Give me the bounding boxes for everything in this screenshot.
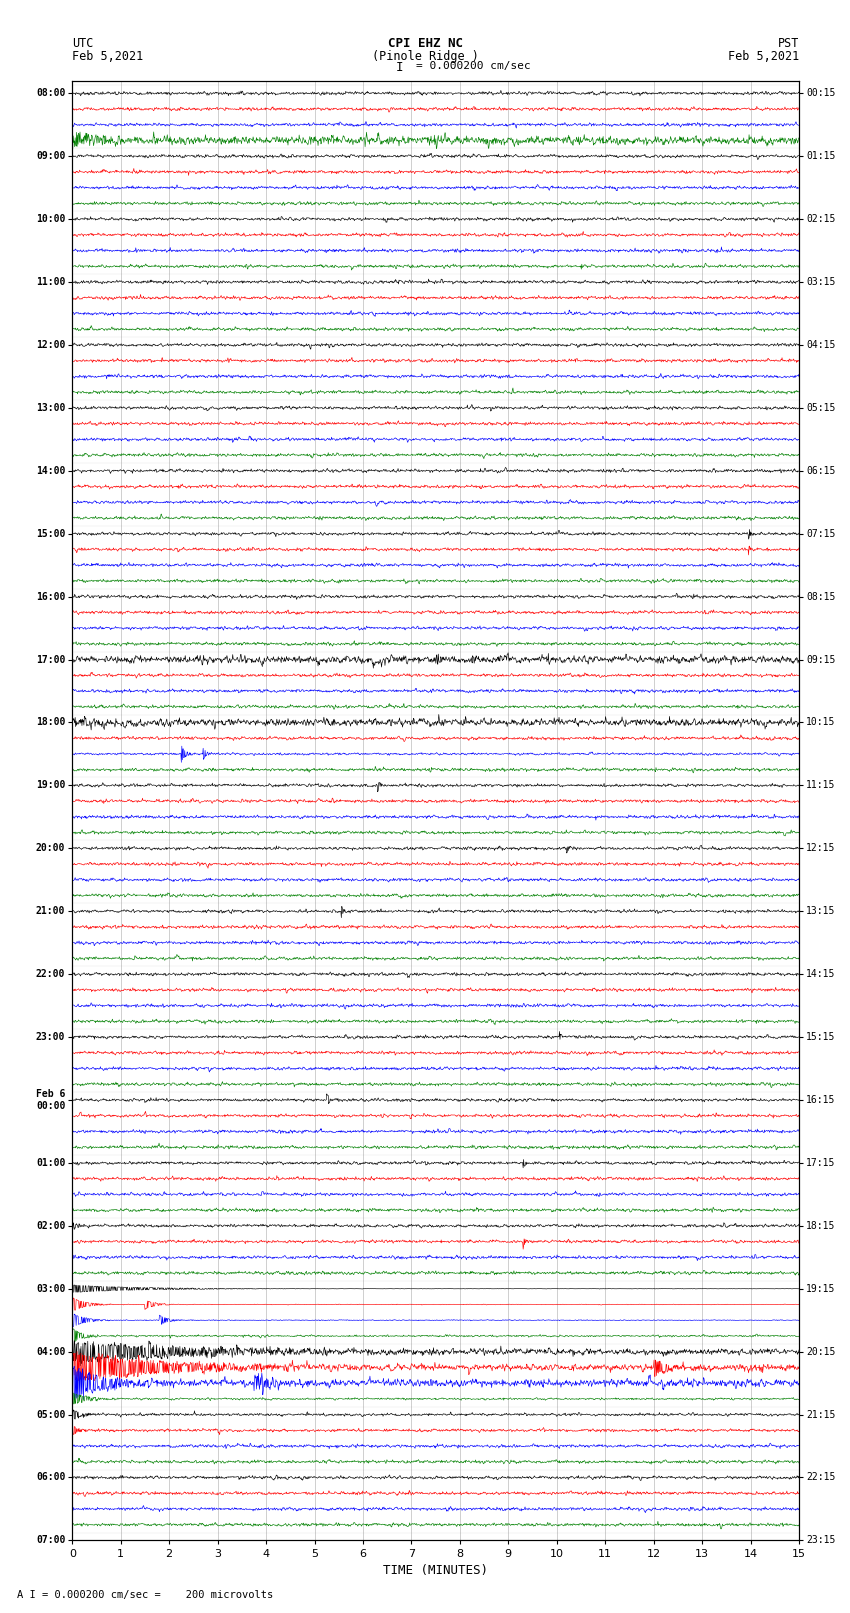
Text: (Pinole Ridge ): (Pinole Ridge ) bbox=[371, 50, 479, 63]
Text: A I = 0.000200 cm/sec =    200 microvolts: A I = 0.000200 cm/sec = 200 microvolts bbox=[17, 1590, 273, 1600]
X-axis label: TIME (MINUTES): TIME (MINUTES) bbox=[383, 1563, 488, 1576]
Text: Feb 5,2021: Feb 5,2021 bbox=[728, 50, 799, 63]
Text: I: I bbox=[396, 61, 403, 74]
Text: PST: PST bbox=[778, 37, 799, 50]
Text: Feb 5,2021: Feb 5,2021 bbox=[72, 50, 144, 63]
Text: UTC: UTC bbox=[72, 37, 94, 50]
Text: = 0.000200 cm/sec: = 0.000200 cm/sec bbox=[416, 61, 531, 71]
Text: CPI EHZ NC: CPI EHZ NC bbox=[388, 37, 462, 50]
